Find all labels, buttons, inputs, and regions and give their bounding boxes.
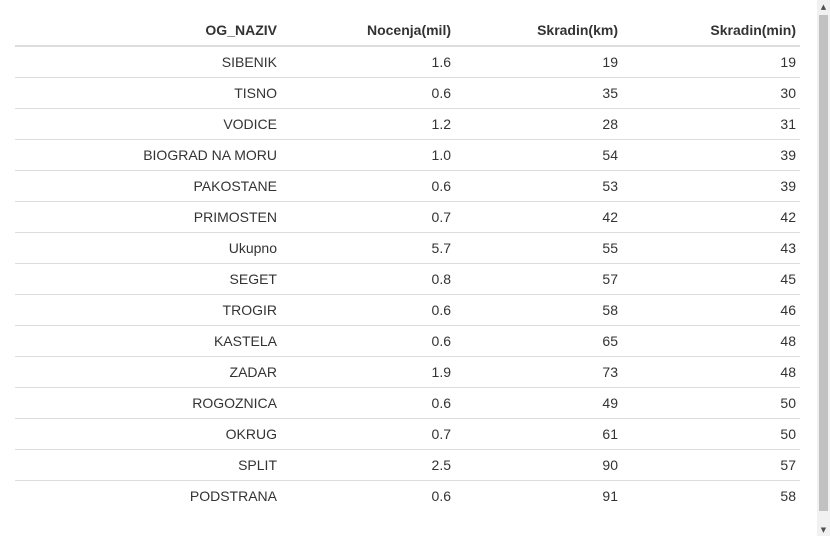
cell-skradin-min: 31 — [622, 108, 800, 140]
table-row: PRIMOSTEN 0.7 42 42 — [15, 201, 800, 233]
cell-skradin-km: 90 — [455, 449, 622, 481]
cell-skradin-km: 61 — [455, 418, 622, 450]
scroll-up-arrow-icon[interactable]: ▲ — [820, 2, 827, 11]
cell-og-naziv: TROGIR — [15, 294, 281, 326]
table-row: TROGIR 0.6 58 46 — [15, 294, 800, 326]
table-row: BIOGRAD NA MORU 1.0 54 39 — [15, 139, 800, 171]
column-header-og-naziv: OG_NAZIV — [15, 15, 281, 47]
table-header-row: OG_NAZIV Nocenja(mil) Skradin(km) Skradi… — [15, 15, 800, 47]
table-row: SEGET 0.8 57 45 — [15, 263, 800, 295]
data-table: OG_NAZIV Nocenja(mil) Skradin(km) Skradi… — [15, 15, 800, 511]
vertical-scrollbar[interactable]: ▲ ▼ — [817, 0, 830, 536]
cell-skradin-km: 35 — [455, 77, 622, 109]
cell-skradin-min: 57 — [622, 449, 800, 481]
cell-skradin-min: 43 — [622, 232, 800, 264]
cell-skradin-km: 42 — [455, 201, 622, 233]
cell-og-naziv: ROGOZNICA — [15, 387, 281, 419]
cell-skradin-km: 53 — [455, 170, 622, 202]
cell-skradin-km: 55 — [455, 232, 622, 264]
cell-skradin-min: 48 — [622, 325, 800, 357]
column-header-skradin-km: Skradin(km) — [455, 15, 622, 47]
cell-og-naziv: BIOGRAD NA MORU — [15, 139, 281, 171]
cell-skradin-km: 58 — [455, 294, 622, 326]
cell-og-naziv: PRIMOSTEN — [15, 201, 281, 233]
cell-nocenja: 0.7 — [281, 418, 455, 450]
scrollbar-thumb[interactable] — [819, 15, 828, 511]
cell-og-naziv: TISNO — [15, 77, 281, 109]
cell-skradin-min: 50 — [622, 418, 800, 450]
table-row: KASTELA 0.6 65 48 — [15, 325, 800, 357]
table-row: SPLIT 2.5 90 57 — [15, 449, 800, 481]
cell-nocenja: 0.6 — [281, 294, 455, 326]
cell-skradin-min: 48 — [622, 356, 800, 388]
cell-skradin-min: 45 — [622, 263, 800, 295]
cell-nocenja: 5.7 — [281, 232, 455, 264]
cell-skradin-km: 54 — [455, 139, 622, 171]
cell-nocenja: 0.6 — [281, 170, 455, 202]
cell-skradin-km: 28 — [455, 108, 622, 140]
cell-nocenja: 0.6 — [281, 387, 455, 419]
cell-skradin-km: 57 — [455, 263, 622, 295]
scroll-down-arrow-icon[interactable]: ▼ — [820, 525, 827, 534]
table-row: ZADAR 1.9 73 48 — [15, 356, 800, 388]
cell-nocenja: 1.9 — [281, 356, 455, 388]
cell-og-naziv: Ukupno — [15, 232, 281, 264]
cell-nocenja: 0.6 — [281, 77, 455, 109]
cell-og-naziv: PAKOSTANE — [15, 170, 281, 202]
data-table-container: OG_NAZIV Nocenja(mil) Skradin(km) Skradi… — [15, 15, 800, 511]
cell-og-naziv: SPLIT — [15, 449, 281, 481]
table-row: SIBENIK 1.6 19 19 — [15, 46, 800, 78]
cell-skradin-min: 39 — [622, 170, 800, 202]
cell-skradin-km: 19 — [602, 54, 618, 70]
cell-skradin-min: 19 — [780, 54, 796, 70]
cell-nocenja: 0.6 — [281, 325, 455, 357]
cell-skradin-km: 49 — [455, 387, 622, 419]
cell-og-naziv: SIBENIK — [221, 54, 277, 70]
cell-skradin-km: 73 — [455, 356, 622, 388]
table-row: Ukupno 5.7 55 43 — [15, 232, 800, 264]
cell-og-naziv: SEGET — [15, 263, 281, 295]
cell-skradin-min: 58 — [622, 480, 800, 511]
cell-skradin-min: 50 — [622, 387, 800, 419]
cell-nocenja: 0.7 — [281, 201, 455, 233]
cell-skradin-min: 30 — [622, 77, 800, 109]
column-header-nocenja: Nocenja(mil) — [281, 15, 455, 47]
column-header-skradin-min: Skradin(min) — [622, 15, 800, 47]
table-row: PAKOSTANE 0.6 53 39 — [15, 170, 800, 202]
cell-skradin-km: 91 — [455, 480, 622, 511]
cell-skradin-min: 39 — [622, 139, 800, 171]
cell-og-naziv: KASTELA — [15, 325, 281, 357]
cell-skradin-km: 65 — [455, 325, 622, 357]
table-row: TISNO 0.6 35 30 — [15, 77, 800, 109]
table-body: SIBENIK 1.6 19 19 TISNO 0.6 35 30 VODICE 1.2 28 31 B… — [15, 46, 800, 511]
cell-nocenja: 2.5 — [281, 449, 455, 481]
cell-og-naziv: VODICE — [15, 108, 281, 140]
table-row: VODICE 1.2 28 31 — [15, 108, 800, 140]
table-row: ROGOZNICA 0.6 49 50 — [15, 387, 800, 419]
cell-nocenja: 0.8 — [281, 263, 455, 295]
table-row: OKRUG 0.7 61 50 — [15, 418, 800, 450]
cell-og-naziv: OKRUG — [15, 418, 281, 450]
cell-og-naziv: ZADAR — [15, 356, 281, 388]
table-header: OG_NAZIV Nocenja(mil) Skradin(km) Skradi… — [15, 15, 800, 47]
cell-nocenja: 1.6 — [431, 54, 451, 70]
cell-og-naziv: PODSTRANA — [15, 480, 281, 511]
table-row: PODSTRANA 0.6 91 58 — [15, 480, 800, 511]
cell-nocenja: 1.2 — [281, 108, 455, 140]
cell-skradin-min: 42 — [622, 201, 800, 233]
cell-nocenja: 1.0 — [281, 139, 455, 171]
cell-nocenja: 0.6 — [281, 480, 455, 511]
cell-skradin-min: 46 — [622, 294, 800, 326]
